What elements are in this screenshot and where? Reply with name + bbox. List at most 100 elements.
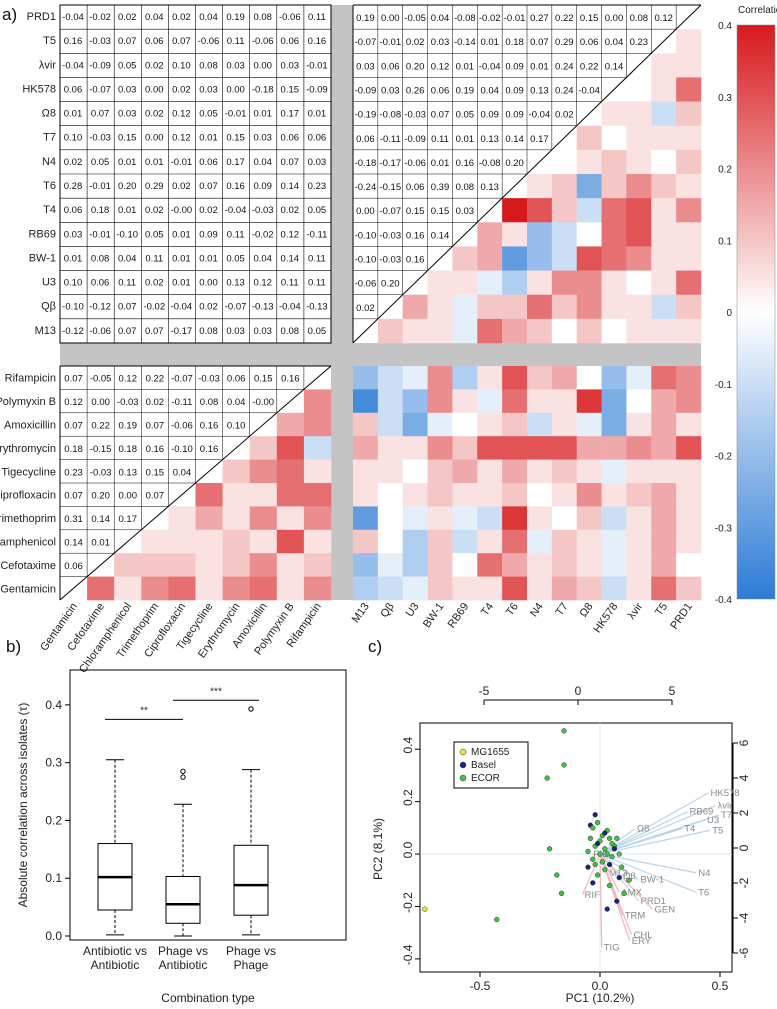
heatmap-value: 0.19	[456, 86, 475, 97]
loading-label-ery: ERY	[632, 936, 652, 947]
heatmap-cell	[651, 77, 677, 102]
right-tick-label: 0	[737, 844, 751, 851]
heatmap-value: 0.04	[253, 157, 272, 168]
col-label-prd1: PRD1	[668, 601, 695, 632]
heatmap-value: -0.12	[62, 326, 84, 337]
heatmap-cell	[626, 436, 652, 460]
heatmap-cell	[353, 529, 379, 554]
heatmap-cell	[477, 270, 503, 296]
heatmap-cell	[452, 553, 478, 577]
row-label-erythromycin: Erythromycin	[0, 443, 56, 455]
heatmap-value: 0.03	[381, 86, 400, 97]
col-label-λvir: λvir	[626, 601, 646, 622]
y-tick-label: 0.0	[45, 929, 62, 943]
heatmap-cell	[601, 576, 627, 601]
heatmap-cell	[427, 270, 453, 296]
heatmap-cell	[353, 389, 379, 414]
heatmap-value: 0.16	[406, 230, 425, 241]
heatmap-cell	[551, 553, 578, 577]
heatmap-value: 0.00	[145, 133, 164, 144]
heatmap-value: -0.07	[89, 84, 111, 95]
heatmap-value: 0.07	[118, 36, 137, 47]
heatmap-cell	[402, 483, 428, 507]
heatmap-value: 0.14	[505, 134, 524, 145]
heatmap-value: 0.15	[281, 84, 300, 95]
heatmap-cell	[477, 366, 503, 390]
col-label-ω8: Ω8	[578, 601, 596, 620]
heatmap-value: 0.18	[64, 444, 83, 455]
scatter-point	[590, 856, 596, 862]
heatmap-value: 0.06	[281, 36, 300, 47]
heatmap-cell	[576, 553, 602, 577]
scatter-point	[561, 762, 567, 768]
heatmap-value: 0.08	[91, 253, 110, 264]
heatmap-cell	[502, 294, 528, 320]
heatmap-value: 0.39	[431, 182, 450, 193]
heatmap-cell	[527, 412, 553, 437]
heatmap-value: 0.07	[172, 36, 191, 47]
heatmap-cell	[676, 459, 702, 484]
heatmap-gap-vertical	[331, 5, 353, 600]
heatmap-value: -0.06	[279, 12, 301, 23]
colorbar-tick-label: -0.4	[715, 595, 733, 606]
heatmap-cell	[452, 270, 478, 296]
row-label-T6: T6	[43, 180, 56, 192]
heatmap-value: 0.02	[406, 37, 425, 48]
heatmap-value: 0.15	[406, 206, 425, 217]
heatmap-cell	[527, 246, 553, 271]
heatmap-cell	[576, 222, 602, 247]
heatmap-cell	[502, 366, 528, 390]
loading-label-bw-1: BW-1	[641, 875, 665, 886]
heatmap-value: 0.23	[64, 467, 83, 478]
heatmap-cell	[676, 553, 702, 577]
heatmap-cell	[222, 483, 250, 507]
heatmap-cell	[576, 412, 602, 437]
heatmap-value: 0.08	[630, 13, 649, 24]
heatmap-value: -0.05	[90, 374, 112, 385]
y-tick-label: 0.2	[45, 813, 62, 827]
heatmap-value: 0.03	[64, 229, 83, 240]
heatmap-cell	[477, 412, 503, 437]
y-tick-label: -0.2	[401, 892, 415, 913]
heatmap-cell	[651, 366, 677, 390]
top-tick-label: 0	[575, 684, 582, 698]
heatmap-value: 0.06	[227, 374, 246, 385]
heatmap-cell	[353, 576, 379, 601]
heatmap-value: 0.07	[91, 109, 110, 120]
scatter-point	[590, 825, 596, 831]
loading-label-chl: CHL	[634, 930, 653, 941]
heatmap-value: -0.02	[479, 13, 501, 24]
heatmap-value: 0.00	[226, 84, 245, 95]
heatmap-cell	[551, 174, 578, 199]
heatmap-cell	[601, 294, 627, 320]
heatmap-cell	[195, 506, 223, 531]
heatmap-cell	[626, 222, 652, 247]
heatmap-value: 0.19	[356, 13, 375, 24]
heatmap-cell	[601, 412, 627, 437]
heatmap-cell	[626, 483, 652, 507]
heatmap-cell	[676, 506, 702, 531]
heatmap-cell	[452, 246, 478, 271]
heatmap-cell	[276, 576, 305, 601]
heatmap-value: -0.01	[89, 229, 111, 240]
heatmap-cell	[651, 576, 677, 601]
heatmap-cell	[477, 506, 503, 531]
heatmap-value: 0.07	[146, 491, 165, 502]
heatmap-value: -0.00	[171, 205, 193, 216]
heatmap-cell	[551, 198, 578, 223]
heatmap-value: 0.00	[145, 84, 164, 95]
heatmap-value: 0.24	[555, 86, 574, 97]
heatmap-value: 0.02	[172, 84, 191, 95]
heatmap-value: -0.15	[90, 444, 112, 455]
x-category-label: Antibiotic	[159, 958, 208, 972]
heatmap-value: 0.03	[226, 326, 245, 337]
x-category-label: Phage vs	[226, 944, 276, 958]
heatmap-value: 0.08	[200, 397, 219, 408]
heatmap-cell	[601, 222, 627, 247]
heatmap-cell	[551, 149, 578, 175]
loading-label-rb69: RB69	[690, 807, 714, 818]
heatmap-cell	[676, 125, 702, 151]
heatmap-value: 0.01	[172, 278, 191, 289]
heatmap-value: 0.16	[200, 421, 219, 432]
scatter-point	[618, 864, 625, 870]
